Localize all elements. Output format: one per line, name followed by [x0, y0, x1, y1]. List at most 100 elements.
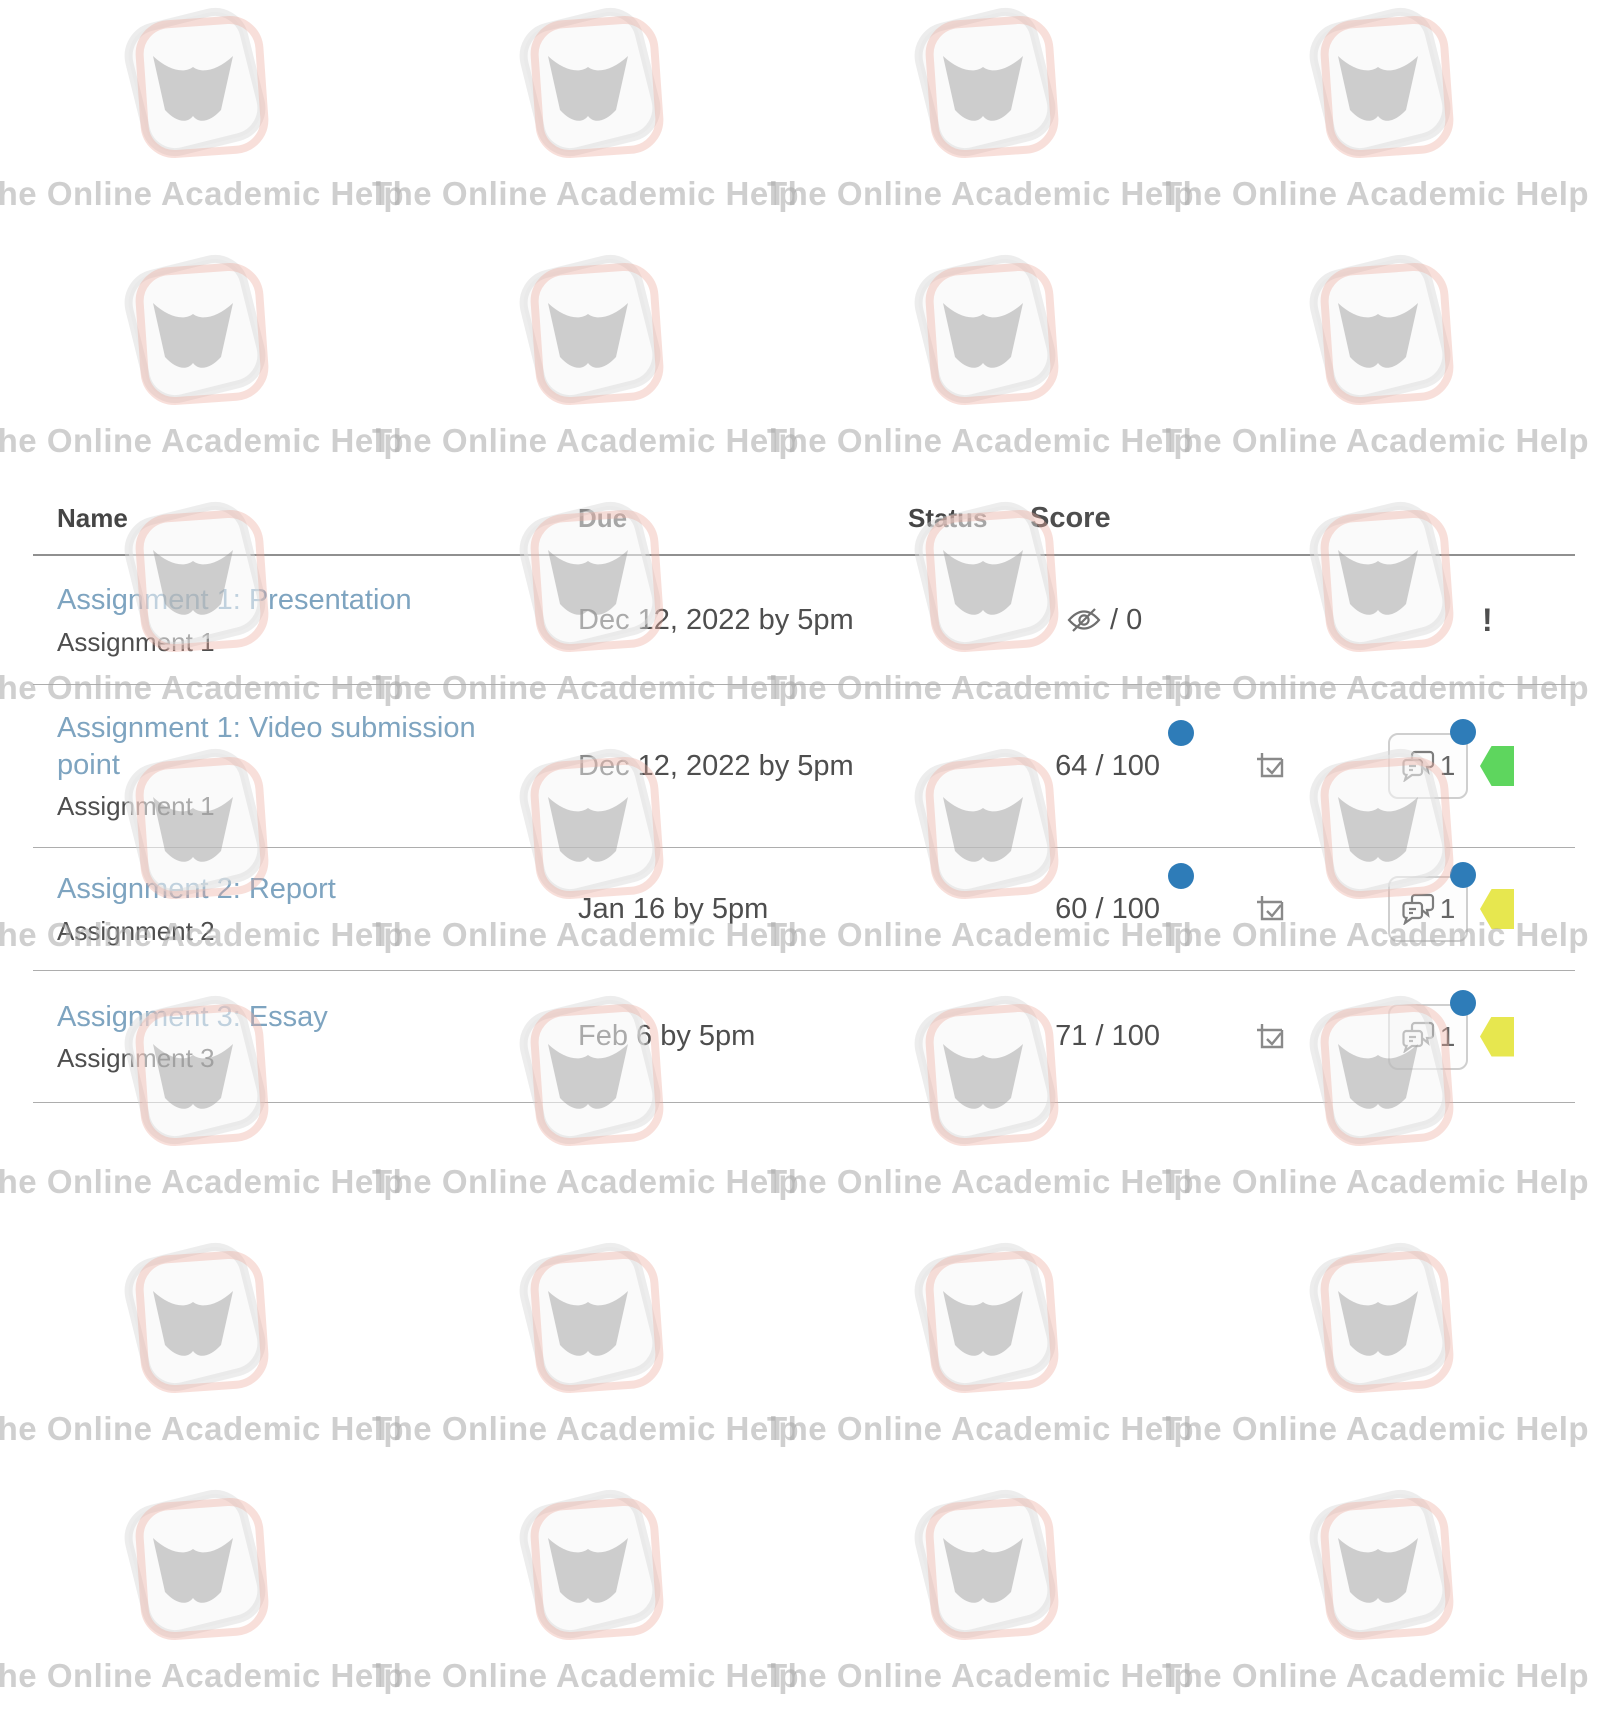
- watermark-tile: The Online Academic Help: [372, 0, 799, 247]
- watermark-tile: The Online Academic Help: [1162, 1235, 1589, 1482]
- assignment-link[interactable]: Assignment 1: Presentation: [57, 584, 412, 617]
- assignment-link[interactable]: Assignment 2: Report: [57, 873, 336, 906]
- watermark-text: The Online Academic Help: [0, 1163, 405, 1200]
- warning-exclamation: !: [1482, 601, 1493, 638]
- comment-count: 1: [1439, 893, 1456, 924]
- academic-help-book-logo: [124, 1242, 268, 1394]
- watermark-text: The Online Academic Help: [1161, 1657, 1590, 1694]
- assignment-link[interactable]: Assignment 1: Video submission point: [57, 711, 476, 781]
- watermark-tile: The Online Academic Help: [0, 0, 404, 247]
- table-row: Assignment 1: Presentation Assignment 1 …: [33, 556, 1575, 685]
- academic-help-book-logo: [1309, 1242, 1453, 1394]
- comment-bubbles-icon: [1402, 893, 1434, 925]
- academic-help-book-logo: [519, 1489, 663, 1641]
- watermark-text: The Online Academic Help: [1161, 1163, 1590, 1200]
- score-cell: 60 / 100: [1030, 862, 1194, 926]
- watermark-text: The Online Academic Help: [766, 422, 1195, 459]
- score-value: / 0: [1110, 603, 1143, 636]
- watermark-text: The Online Academic Help: [0, 422, 405, 459]
- watermark-text: The Online Academic Help: [0, 175, 405, 212]
- assignment-link[interactable]: Assignment 3: Essay: [57, 1000, 328, 1033]
- watermark-text: The Online Academic Help: [1161, 422, 1590, 459]
- column-header-score[interactable]: Score: [1030, 501, 1111, 534]
- academic-help-book-logo: [914, 1242, 1058, 1394]
- comments-button[interactable]: 1: [1388, 862, 1476, 942]
- academic-help-book-logo: [124, 7, 268, 159]
- table-row: Assignment 1: Video submission point Ass…: [33, 685, 1575, 848]
- academic-help-book-logo: [124, 1489, 268, 1641]
- watermark-tile: The Online Academic Help: [0, 247, 404, 494]
- due-date: Feb 6 by 5pm: [578, 1020, 756, 1052]
- watermark-tile: The Online Academic Help: [0, 1482, 404, 1729]
- table-header-row: Name Due Status Score: [33, 482, 1575, 556]
- academic-help-book-logo: [914, 7, 1058, 159]
- due-date: Dec 12, 2022 by 5pm: [578, 603, 854, 636]
- comments-button[interactable]: 1: [1388, 719, 1476, 799]
- score-value: 60 / 100: [1055, 892, 1160, 925]
- watermark-tile: The Online Academic Help: [767, 1235, 1194, 1482]
- due-date: Jan 16 by 5pm: [578, 892, 769, 925]
- column-header-name[interactable]: Name: [57, 502, 128, 533]
- watermark-tile: The Online Academic Help: [767, 0, 1194, 247]
- comment-count: 1: [1439, 750, 1456, 781]
- watermark-text: The Online Academic Help: [371, 175, 800, 212]
- watermark-text: The Online Academic Help: [371, 1657, 800, 1694]
- watermark-text: The Online Academic Help: [1161, 175, 1590, 212]
- academic-help-book-logo: [519, 7, 663, 159]
- assignments-table-body: Assignment 1: Presentation Assignment 1 …: [33, 556, 1575, 1103]
- due-date: Dec 12, 2022 by 5pm: [578, 749, 854, 782]
- column-header-status[interactable]: Status: [908, 502, 988, 533]
- watermark-text: The Online Academic Help: [1161, 1410, 1590, 1447]
- assignments-table: Name Due Status Score Assignment 1: Pres…: [33, 482, 1575, 1103]
- watermark-tile: The Online Academic Help: [0, 1235, 404, 1482]
- watermark-text: The Online Academic Help: [0, 1410, 405, 1447]
- new-grade-dot: [1168, 862, 1194, 889]
- watermark-tile: The Online Academic Help: [372, 247, 799, 494]
- new-comment-dot: [1450, 719, 1476, 745]
- score-cell: 64 / 100: [1030, 719, 1194, 783]
- comments-button[interactable]: 1: [1388, 989, 1476, 1070]
- score-value: 64 / 100: [1055, 749, 1160, 782]
- table-row: Assignment 3: Essay Assignment 3 Feb 6 b…: [33, 971, 1575, 1103]
- score-cell: / 0: [1030, 604, 1170, 637]
- new-comment-dot: [1450, 862, 1476, 888]
- watermark-tile: The Online Academic Help: [767, 247, 1194, 494]
- watermark-tile: The Online Academic Help: [1162, 1482, 1589, 1729]
- assignment-group-label: Assignment 3: [57, 1043, 215, 1074]
- column-header-due[interactable]: Due: [578, 502, 628, 533]
- rubric-tag: [1480, 889, 1514, 929]
- watermark-text: The Online Academic Help: [371, 1410, 800, 1447]
- comment-bubbles-icon: [1402, 1021, 1434, 1053]
- hidden-score-eye-icon: [1067, 608, 1101, 632]
- score-cell: 71 / 100: [1030, 1020, 1170, 1053]
- graded-check-icon: [1257, 896, 1284, 921]
- new-comment-dot: [1450, 989, 1476, 1016]
- table-row: Assignment 2: Report Assignment 2 Jan 16…: [33, 848, 1575, 971]
- watermark-tile: The Online Academic Help: [372, 1235, 799, 1482]
- academic-help-book-logo: [1309, 7, 1453, 159]
- new-grade-dot: [1168, 719, 1194, 746]
- academic-help-book-logo: [1309, 254, 1453, 406]
- academic-help-book-logo: [519, 254, 663, 406]
- graded-check-icon: [1257, 753, 1284, 778]
- watermark-text: The Online Academic Help: [766, 1657, 1195, 1694]
- graded-check-icon: [1257, 1023, 1284, 1048]
- academic-help-book-logo: [914, 1489, 1058, 1641]
- watermark-text: The Online Academic Help: [766, 175, 1195, 212]
- comment-bubbles-icon: [1402, 750, 1434, 782]
- assignment-group-label: Assignment 1: [57, 626, 215, 657]
- score-value: 71 / 100: [1055, 1020, 1160, 1052]
- watermark-text: The Online Academic Help: [0, 1657, 405, 1694]
- rubric-tag: [1480, 746, 1514, 786]
- comment-count: 1: [1439, 1020, 1456, 1052]
- academic-help-book-logo: [519, 1242, 663, 1394]
- watermark-tile: The Online Academic Help: [1162, 247, 1589, 494]
- watermark-tile: The Online Academic Help: [767, 1482, 1194, 1729]
- assignment-group-label: Assignment 1: [57, 791, 215, 822]
- watermark-tile: The Online Academic Help: [372, 1482, 799, 1729]
- watermark-text: The Online Academic Help: [766, 1410, 1195, 1447]
- academic-help-book-logo: [124, 254, 268, 406]
- watermark-text: The Online Academic Help: [371, 1163, 800, 1200]
- watermark-text: The Online Academic Help: [766, 1163, 1195, 1200]
- academic-help-book-logo: [914, 254, 1058, 406]
